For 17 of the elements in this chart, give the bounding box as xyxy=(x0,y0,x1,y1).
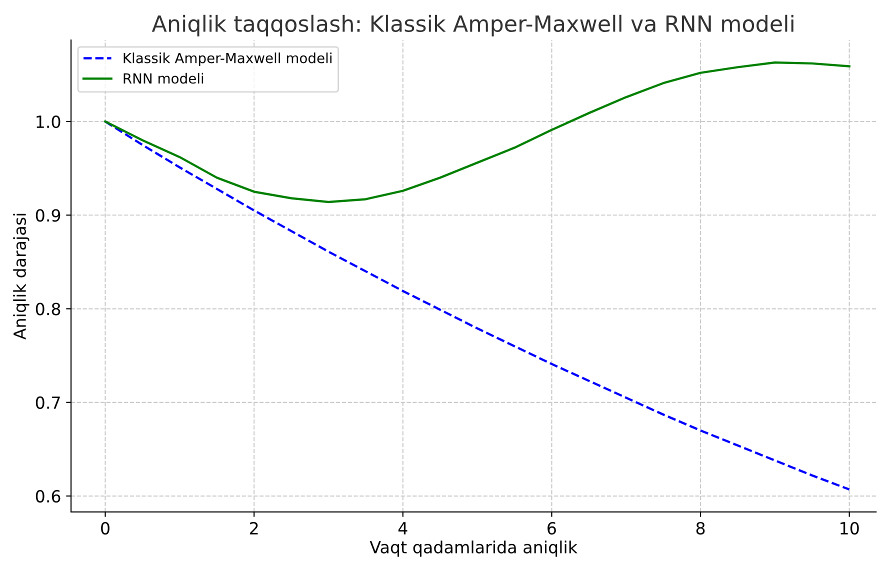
y-tick-label: 0.9 xyxy=(36,209,60,222)
y-axis-title: Aniqlik darajasi xyxy=(13,214,30,340)
line-series xyxy=(104,120,850,491)
legend-label: Klassik Amper-Maxwell modeli xyxy=(124,52,332,66)
x-tick-label: 0 xyxy=(101,522,110,535)
x-tick-label: 8 xyxy=(696,522,705,535)
x-tick-label: 10 xyxy=(840,522,859,535)
y-tick-label: 0.8 xyxy=(36,302,60,316)
chart-title: Aniqlik taqqoslash: Klassik Amper-Maxwell va RNN modeli xyxy=(152,14,794,36)
x-tick-label: 2 xyxy=(250,522,258,534)
x-axis-title: Vaqt qadamlarida aniqlik xyxy=(370,540,578,557)
y-tick-label: 0.7 xyxy=(36,396,60,409)
legend-label: RNN modeli xyxy=(124,72,204,84)
y-tick-label: 1.0 xyxy=(36,115,60,128)
y-tick-label: 0.6 xyxy=(36,490,60,503)
x-tick-label: 6 xyxy=(548,522,556,535)
x-tick-label: 4 xyxy=(398,522,408,534)
